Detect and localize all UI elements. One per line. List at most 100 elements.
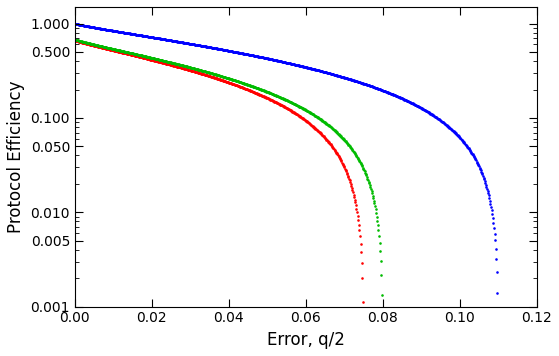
- Point: [234, 79, 243, 84]
- Point: [326, 71, 335, 77]
- Point: [149, 58, 158, 63]
- Point: [311, 67, 320, 72]
- Point: [134, 54, 143, 59]
- Point: [259, 88, 268, 93]
- Point: [336, 157, 345, 162]
- Point: [83, 41, 92, 47]
- Point: [344, 76, 353, 82]
- Point: [131, 32, 140, 37]
- Point: [350, 78, 359, 84]
- Point: [149, 57, 158, 63]
- Point: [268, 91, 277, 97]
- Point: [94, 43, 103, 48]
- Point: [348, 77, 357, 83]
- Point: [207, 70, 216, 76]
- Point: [198, 68, 207, 74]
- Point: [103, 46, 112, 52]
- Point: [325, 70, 334, 76]
- Point: [265, 56, 274, 62]
- Point: [271, 57, 280, 63]
- Point: [479, 175, 488, 180]
- Point: [292, 112, 301, 117]
- Point: [489, 215, 498, 221]
- Point: [299, 116, 307, 121]
- Point: [205, 73, 214, 79]
- Point: [221, 79, 230, 84]
- Point: [471, 156, 480, 161]
- Point: [376, 87, 385, 93]
- Point: [371, 206, 380, 212]
- Point: [162, 58, 170, 64]
- Point: [285, 107, 294, 112]
- Point: [288, 61, 297, 67]
- Point: [113, 49, 122, 54]
- Point: [217, 47, 226, 52]
- Point: [339, 74, 348, 80]
- Point: [298, 105, 307, 111]
- Point: [341, 75, 350, 81]
- Point: [438, 119, 447, 124]
- Point: [265, 90, 274, 95]
- Point: [79, 40, 88, 46]
- Point: [299, 106, 308, 111]
- Point: [140, 53, 149, 59]
- Point: [335, 156, 344, 161]
- Point: [314, 128, 323, 134]
- Point: [308, 123, 317, 129]
- Point: [320, 135, 329, 141]
- Point: [373, 86, 382, 91]
- Point: [231, 82, 240, 88]
- Point: [317, 68, 326, 74]
- Point: [184, 67, 193, 73]
- Point: [472, 158, 481, 163]
- Point: [129, 31, 138, 37]
- Point: [258, 87, 267, 93]
- Point: [324, 122, 333, 128]
- Point: [435, 117, 444, 123]
- Point: [101, 27, 110, 32]
- Point: [411, 102, 420, 108]
- Point: [125, 50, 134, 56]
- Point: [130, 51, 139, 57]
- Point: [312, 67, 321, 73]
- Point: [273, 100, 282, 106]
- Point: [310, 67, 319, 72]
- Point: [203, 73, 212, 79]
- Point: [291, 62, 300, 68]
- Point: [368, 193, 377, 199]
- Point: [187, 41, 196, 47]
- Point: [84, 41, 93, 47]
- Point: [354, 157, 363, 163]
- Point: [162, 61, 170, 67]
- Point: [462, 143, 471, 149]
- Point: [164, 37, 173, 43]
- Point: [294, 63, 303, 68]
- Point: [94, 44, 103, 49]
- Point: [82, 40, 91, 46]
- Point: [349, 149, 358, 155]
- Point: [475, 163, 484, 169]
- Point: [89, 42, 98, 47]
- Point: [144, 56, 153, 62]
- Point: [98, 26, 107, 32]
- Point: [159, 58, 168, 63]
- Point: [347, 77, 356, 83]
- Point: [78, 22, 87, 28]
- Point: [110, 48, 119, 53]
- Point: [110, 46, 119, 52]
- Point: [323, 70, 332, 75]
- Point: [376, 258, 385, 264]
- Point: [193, 67, 202, 72]
- Point: [203, 69, 212, 75]
- Point: [147, 55, 156, 61]
- Point: [211, 75, 220, 81]
- Point: [229, 49, 238, 54]
- Point: [190, 69, 199, 74]
- Point: [477, 170, 486, 176]
- Point: [305, 109, 314, 115]
- Point: [281, 96, 290, 102]
- Point: [120, 49, 129, 54]
- Point: [107, 46, 116, 52]
- Point: [75, 22, 84, 27]
- Point: [203, 44, 212, 50]
